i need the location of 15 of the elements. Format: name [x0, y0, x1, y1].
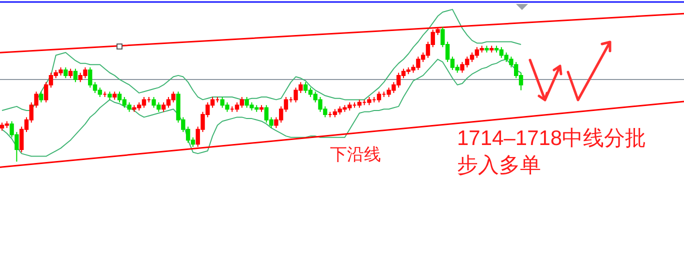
candlestick — [490, 45, 494, 54]
candlestick — [112, 91, 117, 100]
candlestick — [39, 91, 44, 103]
candlestick — [376, 91, 382, 103]
annotation: 1714–1718中线分批 — [457, 127, 646, 150]
candlestick — [484, 45, 489, 54]
candlestick — [64, 66, 68, 79]
candlestick — [259, 104, 264, 112]
candlestick — [68, 68, 73, 79]
annotation: 步入多单 — [457, 154, 541, 177]
candlestick — [102, 91, 107, 98]
candlestick — [108, 91, 112, 100]
candlestick — [357, 99, 362, 108]
candlestick — [73, 68, 78, 83]
annotation: 下沿线 — [330, 145, 381, 164]
